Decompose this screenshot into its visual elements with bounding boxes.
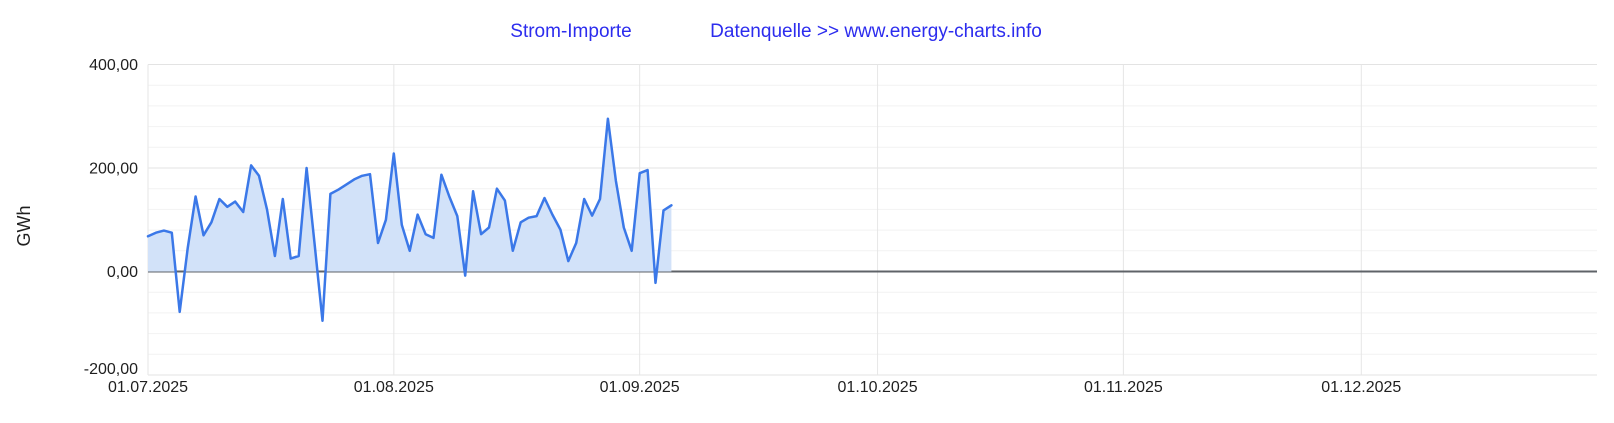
x-tick-label: 01.08.2025 (354, 379, 434, 396)
x-tick-label: 01.10.2025 (838, 379, 918, 396)
chart-datasource-label: Datenquelle >> www.energy-charts.info (710, 21, 1042, 42)
chart-title: Strom-Importe (510, 21, 631, 42)
series-line (146, 117, 673, 322)
x-tick-label: 01.11.2025 (1084, 379, 1163, 396)
x-tick-label: 01.09.2025 (600, 379, 680, 396)
y-tick-label: 200,00 (89, 161, 138, 178)
y-tick-label: 0,00 (107, 264, 138, 281)
y-tick-label: 400,00 (89, 57, 138, 74)
y-tick-label: -200,00 (84, 361, 138, 378)
series-area-fill (148, 118, 672, 272)
y-axis-title: GWh (14, 205, 34, 246)
x-tick-label: 01.12.2025 (1321, 379, 1401, 396)
series-layer (146, 117, 673, 322)
x-tick-label: 01.07.2025 (108, 379, 188, 396)
